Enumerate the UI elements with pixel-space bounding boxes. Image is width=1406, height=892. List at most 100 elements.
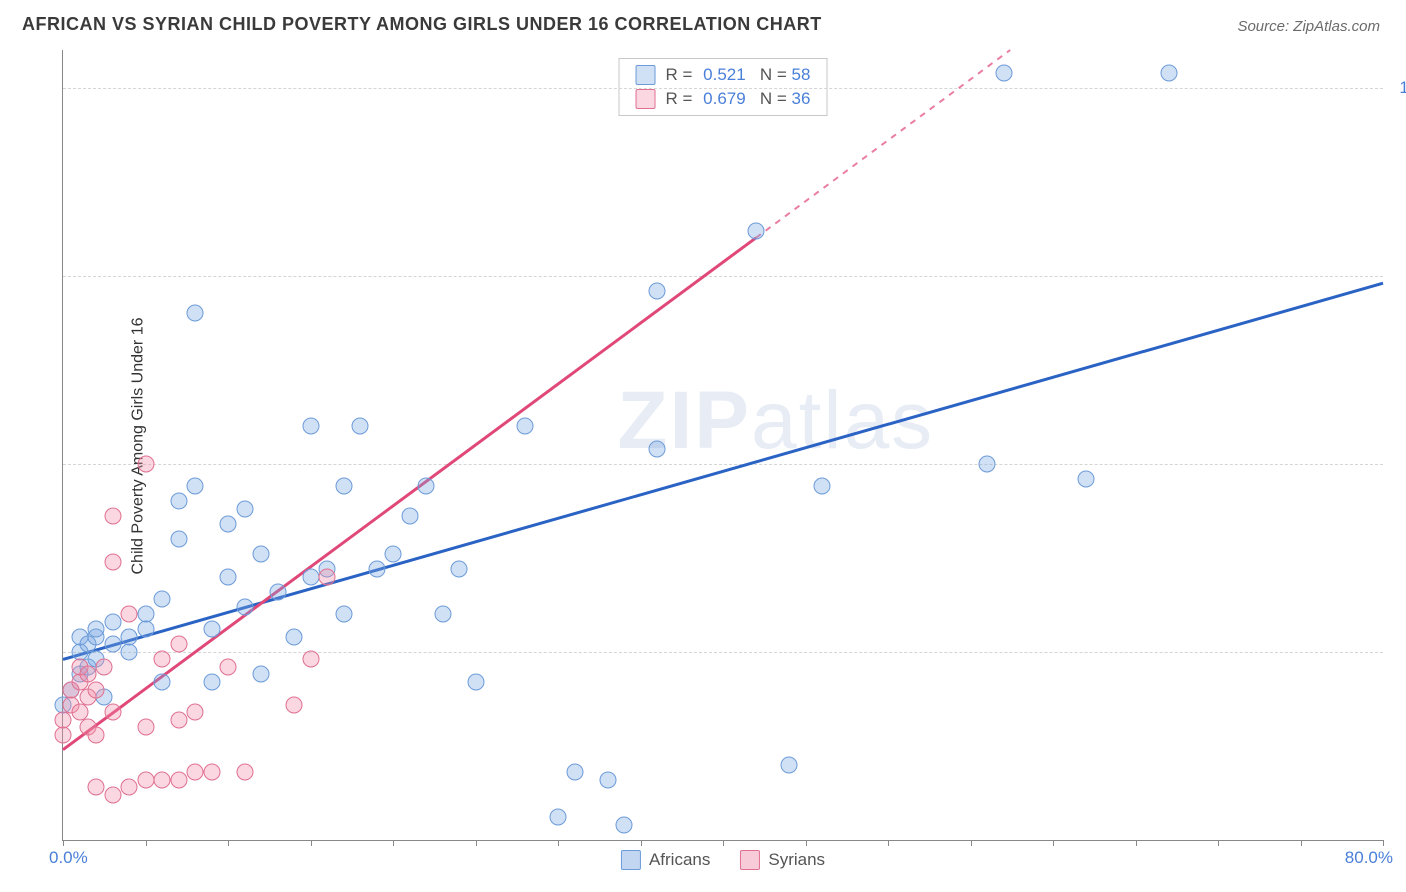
y-tick-label: 100.0% — [1399, 78, 1406, 98]
data-point — [170, 636, 187, 653]
x-minor-tick — [971, 840, 972, 846]
data-point — [467, 674, 484, 691]
data-point — [781, 756, 798, 773]
data-point — [236, 598, 253, 615]
x-minor-tick — [311, 840, 312, 846]
data-point — [121, 643, 138, 660]
data-point — [170, 711, 187, 728]
data-point — [88, 681, 105, 698]
legend-label: Syrians — [768, 850, 825, 870]
x-minor-tick — [723, 840, 724, 846]
data-point — [170, 493, 187, 510]
data-point — [55, 726, 72, 743]
data-point — [96, 658, 113, 675]
data-point — [137, 455, 154, 472]
data-point — [616, 816, 633, 833]
data-point — [203, 764, 220, 781]
series-legend: Africans Syrians — [621, 850, 825, 870]
x-tick-max: 80.0% — [1345, 848, 1393, 868]
data-point — [385, 546, 402, 563]
x-minor-tick — [1301, 840, 1302, 846]
data-point — [187, 704, 204, 721]
data-point — [302, 418, 319, 435]
x-minor-tick — [806, 840, 807, 846]
data-point — [187, 478, 204, 495]
data-point — [154, 651, 171, 668]
data-point — [88, 621, 105, 638]
data-point — [170, 531, 187, 548]
data-point — [302, 651, 319, 668]
scatter-plot: ZIPatlas R = 0.521 N = 58R = 0.679 N = 3… — [62, 50, 1383, 841]
x-minor-tick — [63, 840, 64, 846]
legend-label: Africans — [649, 850, 710, 870]
data-point — [401, 508, 418, 525]
data-point — [104, 786, 121, 803]
data-point — [566, 764, 583, 781]
x-minor-tick — [228, 840, 229, 846]
data-point — [335, 606, 352, 623]
data-point — [550, 809, 567, 826]
x-minor-tick — [146, 840, 147, 846]
data-point — [88, 779, 105, 796]
data-point — [104, 553, 121, 570]
data-point — [220, 568, 237, 585]
trend-lines — [63, 50, 1383, 840]
data-point — [220, 658, 237, 675]
data-point — [302, 568, 319, 585]
data-point — [236, 500, 253, 517]
x-minor-tick — [641, 840, 642, 846]
data-point — [236, 764, 253, 781]
data-point — [286, 696, 303, 713]
data-point — [187, 305, 204, 322]
data-point — [187, 764, 204, 781]
x-minor-tick — [476, 840, 477, 846]
data-point — [335, 478, 352, 495]
data-point — [220, 516, 237, 533]
data-point — [55, 711, 72, 728]
data-point — [104, 704, 121, 721]
data-point — [517, 418, 534, 435]
data-point — [368, 561, 385, 578]
data-point — [253, 666, 270, 683]
data-point — [154, 674, 171, 691]
data-point — [253, 546, 270, 563]
data-point — [104, 636, 121, 653]
data-point — [748, 222, 765, 239]
x-minor-tick — [1218, 840, 1219, 846]
data-point — [170, 771, 187, 788]
legend-swatch — [740, 850, 760, 870]
data-point — [121, 606, 138, 623]
data-point — [88, 726, 105, 743]
data-point — [995, 64, 1012, 81]
data-point — [352, 418, 369, 435]
data-point — [434, 606, 451, 623]
x-minor-tick — [888, 840, 889, 846]
data-point — [154, 591, 171, 608]
data-point — [418, 478, 435, 495]
data-point — [137, 621, 154, 638]
data-point — [979, 455, 996, 472]
data-point — [104, 508, 121, 525]
data-point — [286, 628, 303, 645]
data-point — [104, 613, 121, 630]
legend-item: Africans — [621, 850, 710, 870]
data-point — [319, 568, 336, 585]
data-point — [1160, 64, 1177, 81]
x-minor-tick — [1136, 840, 1137, 846]
data-point — [269, 583, 286, 600]
x-tick-min: 0.0% — [49, 848, 88, 868]
data-point — [137, 771, 154, 788]
data-point — [137, 719, 154, 736]
legend-swatch — [621, 850, 641, 870]
x-minor-tick — [1383, 840, 1384, 846]
data-point — [451, 561, 468, 578]
x-minor-tick — [393, 840, 394, 846]
data-point — [203, 674, 220, 691]
data-point — [599, 771, 616, 788]
x-minor-tick — [1053, 840, 1054, 846]
data-point — [649, 440, 666, 457]
source-label: Source: ZipAtlas.com — [1237, 18, 1380, 35]
x-minor-tick — [558, 840, 559, 846]
data-point — [814, 478, 831, 495]
data-point — [154, 771, 171, 788]
